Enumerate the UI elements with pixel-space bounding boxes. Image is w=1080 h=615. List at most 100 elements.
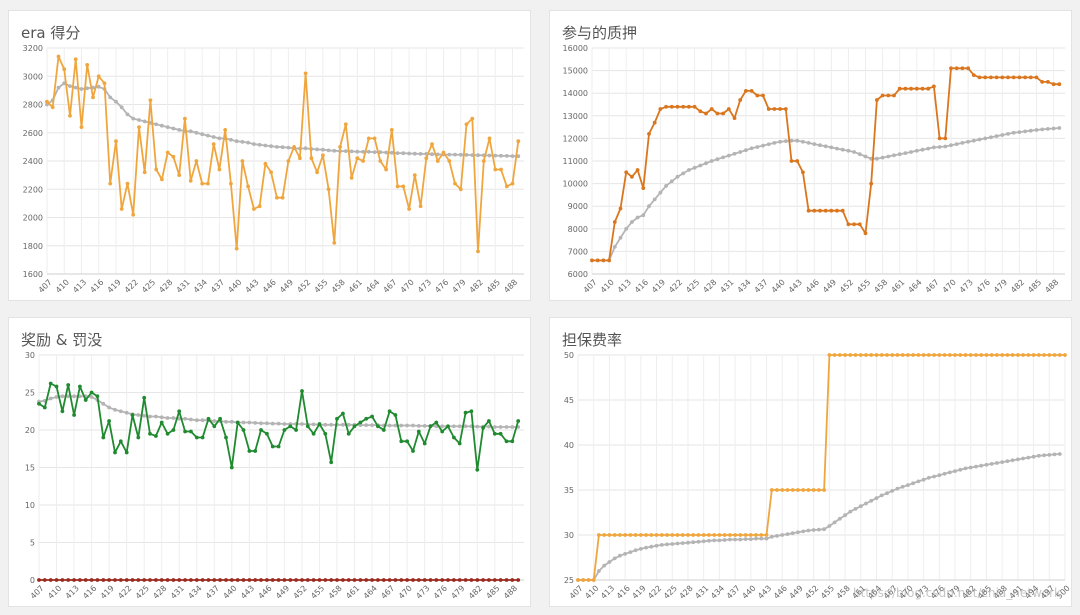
x-tick-label: 440: [221, 584, 238, 601]
data-point: [607, 560, 612, 564]
data-point: [618, 235, 623, 240]
data-point: [732, 116, 737, 120]
data-point: [504, 425, 509, 429]
x-tick-label: 464: [364, 278, 381, 295]
data-point: [148, 414, 152, 419]
data-point: [633, 533, 638, 537]
data-point: [949, 143, 953, 148]
data-point: [812, 142, 817, 147]
data-point: [989, 75, 993, 80]
data-point: [769, 534, 774, 539]
data-point: [335, 416, 339, 421]
y-tick-label: 2400: [23, 157, 43, 166]
data-point: [612, 533, 617, 537]
x-tick-label: 449: [278, 278, 295, 295]
x-tick-label: 461: [344, 584, 361, 601]
data-point: [755, 93, 760, 98]
y-tick-label: 6000: [568, 270, 588, 279]
x-tick-label: 449: [788, 584, 805, 601]
x-tick-label: 473: [958, 278, 975, 295]
data-point: [487, 578, 491, 582]
data-point: [68, 84, 72, 88]
data-point: [641, 186, 646, 191]
y-tick-label: 14000: [563, 89, 588, 98]
data-point: [294, 578, 298, 582]
data-point: [211, 142, 216, 147]
data-point: [704, 161, 708, 166]
data-point: [346, 431, 351, 436]
data-point: [194, 418, 199, 423]
data-point: [393, 413, 398, 417]
data-point: [846, 222, 851, 227]
data-point: [958, 353, 963, 357]
data-point: [405, 439, 409, 444]
data-point: [818, 208, 822, 213]
data-point: [886, 154, 891, 159]
data-point: [269, 144, 273, 149]
y-tick-label: 9000: [568, 202, 588, 211]
data-point: [457, 578, 462, 582]
data-point: [102, 81, 107, 86]
data-point: [37, 578, 41, 582]
data-point: [1057, 126, 1062, 130]
data-point: [475, 424, 480, 429]
data-point: [131, 212, 136, 217]
data-point: [795, 159, 800, 163]
data-point: [669, 104, 674, 109]
data-point: [721, 111, 725, 116]
data-point: [885, 491, 889, 496]
data-point: [73, 85, 78, 90]
data-point: [56, 85, 61, 90]
data-point: [675, 541, 680, 546]
x-tick-label: 416: [633, 278, 650, 295]
data-point: [728, 537, 732, 542]
panel-guarantee-rate: 担保费率 25 30 35 40 45 50 407 410 413 416 419 422 425 42…: [549, 317, 1072, 607]
data-point: [963, 353, 968, 357]
data-point: [405, 578, 409, 582]
data-point: [806, 528, 811, 533]
data-point: [1042, 453, 1046, 458]
x-tick-label: 431: [169, 584, 186, 601]
data-point: [428, 578, 433, 582]
panel-era-score: era 得分 1600 1800 2000 2200 2400 2600 2800 3000 3…: [8, 10, 531, 301]
data-point: [827, 524, 832, 528]
data-point: [846, 148, 851, 153]
data-point: [869, 181, 874, 186]
data-point: [701, 539, 706, 544]
data-point: [165, 431, 170, 436]
y-tick-label: 2200: [23, 185, 43, 194]
data-point: [675, 174, 680, 179]
data-point: [60, 409, 65, 414]
data-point: [843, 353, 847, 357]
y-tick-label: 10: [25, 501, 35, 510]
data-point: [136, 435, 141, 440]
data-point: [638, 533, 643, 537]
data-point: [649, 533, 654, 537]
data-point: [154, 578, 158, 582]
x-tick-label: 470: [397, 584, 414, 601]
data-point: [1031, 353, 1036, 357]
data-point: [241, 420, 246, 425]
data-point: [234, 246, 239, 251]
y-tick-label: 45: [564, 396, 574, 405]
data-point: [681, 104, 686, 109]
data-point: [712, 538, 717, 543]
data-point: [194, 435, 199, 440]
data-point: [401, 151, 406, 156]
data-point: [393, 578, 398, 582]
data-point: [229, 419, 234, 424]
x-tick-label: 431: [175, 278, 192, 295]
data-point: [177, 173, 182, 178]
data-point: [835, 146, 839, 151]
x-tick-label: 452: [295, 278, 312, 295]
data-point: [481, 159, 486, 163]
data-point: [726, 107, 731, 111]
x-tick-label: 467: [379, 584, 396, 601]
data-point: [953, 469, 957, 473]
data-point: [806, 208, 811, 213]
x-tick-label: 467: [381, 278, 398, 295]
data-point: [1017, 75, 1022, 80]
data-point: [886, 93, 891, 98]
data-point: [1052, 452, 1057, 457]
data-point: [709, 107, 714, 111]
